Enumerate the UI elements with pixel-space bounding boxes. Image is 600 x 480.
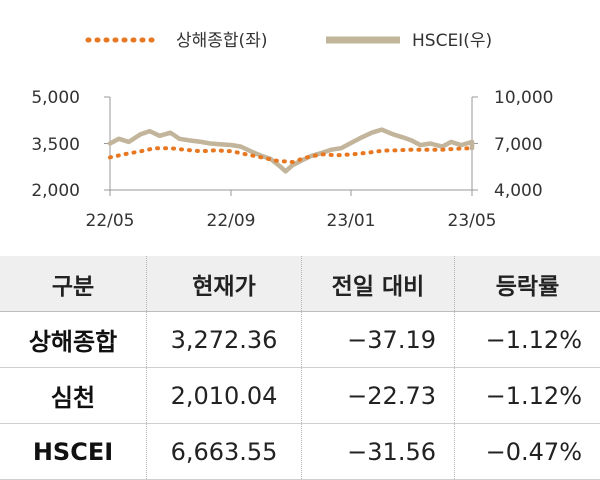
left-tick-label: 3,500	[31, 135, 80, 155]
row-label: HSCEI	[0, 423, 147, 480]
x-axis-labels: 22/05 22/09 23/01 23/05	[86, 211, 497, 231]
table-row: HSCEI 6,663.55 −31.56 −0.47%	[0, 423, 600, 480]
series-line-shanghai	[108, 146, 474, 165]
row-label: 상해종합	[0, 311, 147, 368]
cell-price: 2,010.04	[146, 367, 302, 424]
header-category: 구분	[0, 256, 147, 312]
x-tick-label: 23/01	[327, 211, 376, 231]
index-table: 구분 현재가 전일 대비 등락률 상해종합 3,272.36 −37.19 −1…	[0, 256, 600, 480]
index-line-chart: 상해종합(좌) HSCEI(우) 5,000 3,500 2,000 10,00…	[31, 31, 553, 231]
table-header-row: 구분 현재가 전일 대비 등락률	[0, 256, 600, 312]
cell-change: −22.73	[301, 367, 455, 424]
cell-rate: −0.47%	[454, 423, 600, 480]
header-price: 현재가	[146, 256, 302, 312]
series-line-hscei	[107, 127, 475, 174]
cell-rate: −1.12%	[454, 311, 600, 368]
right-tick-label: 10,000	[494, 88, 553, 108]
row-label: 심천	[0, 367, 147, 424]
x-tick-label: 22/05	[86, 211, 135, 231]
x-tick-label: 23/05	[448, 211, 497, 231]
right-axis-labels: 10,000 7,000 4,000	[494, 88, 553, 201]
table-row: 상해종합 3,272.36 −37.19 −1.12%	[0, 311, 600, 368]
legend-label-shanghai: 상해종합(좌)	[176, 31, 267, 51]
right-tick-label: 4,000	[494, 181, 543, 201]
legend-label-hscei: HSCEI(우)	[412, 31, 492, 51]
cell-price: 6,663.55	[146, 423, 302, 480]
cell-change: −31.56	[301, 423, 455, 480]
right-tick-label: 7,000	[494, 135, 543, 155]
cell-rate: −1.12%	[454, 367, 600, 424]
cell-price: 3,272.36	[146, 311, 302, 368]
legend: 상해종합(좌) HSCEI(우)	[85, 31, 492, 51]
left-axis-labels: 5,000 3,500 2,000	[31, 88, 80, 201]
table-row: 심천 2,010.04 −22.73 −1.12%	[0, 367, 600, 424]
header-change: 전일 대비	[301, 256, 455, 312]
cell-change: −37.19	[301, 311, 455, 368]
left-tick-label: 2,000	[31, 181, 80, 201]
header-rate: 등락률	[454, 256, 600, 312]
x-tick-label: 22/09	[207, 211, 256, 231]
left-tick-label: 5,000	[31, 88, 80, 108]
